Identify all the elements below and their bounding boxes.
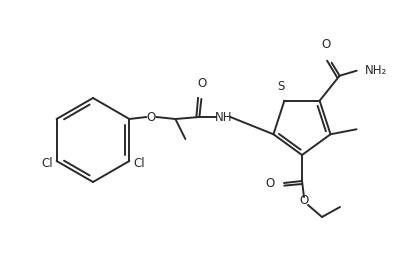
Text: O: O xyxy=(146,111,156,123)
Text: O: O xyxy=(197,77,206,90)
Text: NH: NH xyxy=(214,111,232,123)
Text: NH₂: NH₂ xyxy=(364,64,386,77)
Text: O: O xyxy=(265,176,274,190)
Text: O: O xyxy=(320,38,330,51)
Text: O: O xyxy=(299,195,308,207)
Text: Cl: Cl xyxy=(133,157,145,169)
Text: S: S xyxy=(277,80,285,93)
Text: Cl: Cl xyxy=(41,157,52,169)
